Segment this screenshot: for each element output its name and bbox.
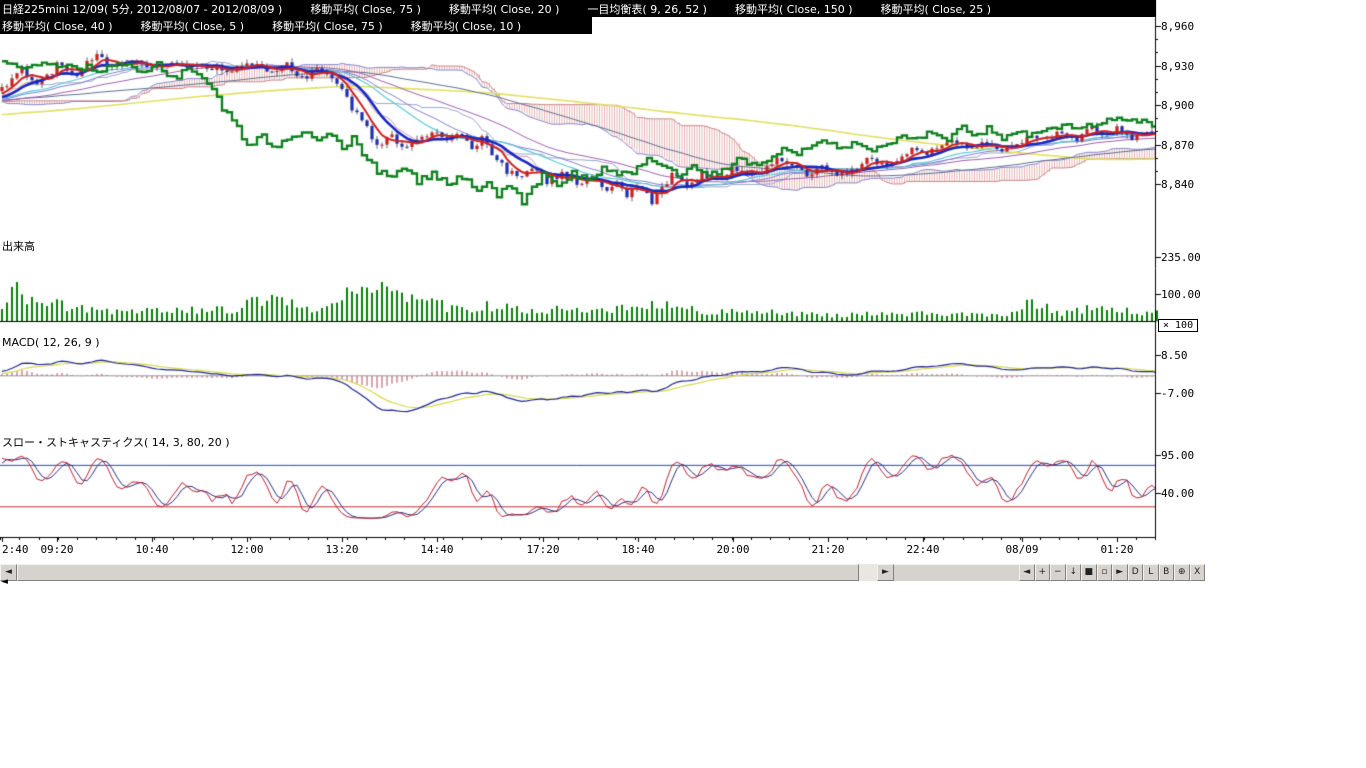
price-axis-label: 8,870 (1161, 139, 1194, 152)
volume-axis-label: 235.00 (1161, 251, 1201, 264)
time-axis-label: 14:40 (420, 543, 453, 556)
chart-tool-button-6[interactable]: ► (1112, 564, 1128, 581)
chart-tool-button-9[interactable]: B (1159, 564, 1175, 581)
time-axis-label: 12:00 (230, 543, 263, 556)
time-axis-label: 09:20 (40, 543, 73, 556)
macd-panel-label: MACD( 12, 26, 9 ) (2, 336, 100, 349)
indicator-label: 日経225mini 12/09( 5分, 2012/08/07 - 2012/0… (2, 1, 282, 17)
stoch-axis-label: 40.00 (1161, 487, 1194, 500)
volume-panel-label: 出来高 (2, 238, 35, 254)
scroll-right-button[interactable]: ► (877, 564, 894, 581)
chart-tool-button-8[interactable]: L (1143, 564, 1159, 581)
stoch-panel-label: スロー・ストキャスティクス( 14, 3, 80, 20 ) (2, 434, 230, 450)
price-axis-label: 8,960 (1161, 20, 1194, 33)
time-axis-label: 21:20 (811, 543, 844, 556)
chart-tool-button-7[interactable]: D (1128, 564, 1144, 581)
volume-multiplier-badge: × 100 (1158, 319, 1198, 332)
indicator-header-row-2: 移動平均( Close, 40 ) 移動平均( Close, 5 ) 移動平均( C… (0, 17, 592, 34)
corner-arrow-icon[interactable]: ◄ (1, 578, 8, 587)
volume-axis-label: 100.00 (1161, 288, 1201, 301)
horizontal-scrollbar[interactable]: ◄►◄+−↓■▫►DLB⊕X (0, 564, 1206, 581)
time-axis-label: 18:40 (621, 543, 654, 556)
time-axis-label: 20:00 (716, 543, 749, 556)
macd-axis-label: -7.00 (1161, 387, 1194, 400)
chart-tool-button-2[interactable]: − (1050, 564, 1066, 581)
chart-canvas[interactable] (0, 0, 1206, 562)
indicator-label: 移動平均( Close, 40 ) (2, 18, 113, 34)
indicator-label: 移動平均( Close, 75 ) (272, 18, 383, 34)
time-axis-label: 08/09 (1005, 543, 1038, 556)
indicator-label: 一目均衡表( 9, 26, 52 ) (587, 1, 707, 17)
chart-tool-button-5[interactable]: ▫ (1097, 564, 1113, 581)
price-axis-label: 8,840 (1161, 178, 1194, 191)
price-axis-label: 8,930 (1161, 60, 1194, 73)
indicator-label: 移動平均( Close, 10 ) (411, 18, 522, 34)
scrollbar-thumb[interactable] (17, 564, 859, 581)
indicator-label: 移動平均( Close, 5 ) (141, 18, 245, 34)
chart-tool-button-0[interactable]: ◄ (1019, 564, 1035, 581)
time-axis-label: 2:40 (2, 543, 29, 556)
indicator-label: 移動平均( Close, 20 ) (449, 1, 560, 17)
time-axis-label: 10:40 (135, 543, 168, 556)
chart-application-window: 日経225mini 12/09( 5分, 2012/08/07 - 2012/0… (0, 0, 1366, 768)
chart-tool-button-1[interactable]: + (1035, 564, 1051, 581)
indicator-header-row-1: 日経225mini 12/09( 5分, 2012/08/07 - 2012/0… (0, 0, 1156, 17)
time-axis-label: 17:20 (526, 543, 559, 556)
chart-tool-button-10[interactable]: ⊕ (1174, 564, 1190, 581)
time-axis-label: 13:20 (325, 543, 358, 556)
chart-tool-button-3[interactable]: ↓ (1066, 564, 1082, 581)
indicator-label: 移動平均( Close, 75 ) (310, 1, 421, 17)
time-axis-label: 01:20 (1100, 543, 1133, 556)
chart-tool-button-4[interactable]: ■ (1081, 564, 1097, 581)
time-axis-label: 22:40 (906, 543, 939, 556)
scrollbar-filler-panel (894, 564, 1019, 581)
price-axis-label: 8,900 (1161, 99, 1194, 112)
macd-axis-label: 8.50 (1161, 349, 1188, 362)
chart-tool-button-11[interactable]: X (1190, 564, 1206, 581)
stoch-axis-label: 95.00 (1161, 449, 1194, 462)
indicator-label: 移動平均( Close, 150 ) (735, 1, 853, 17)
indicator-label: 移動平均( Close, 25 ) (881, 1, 992, 17)
